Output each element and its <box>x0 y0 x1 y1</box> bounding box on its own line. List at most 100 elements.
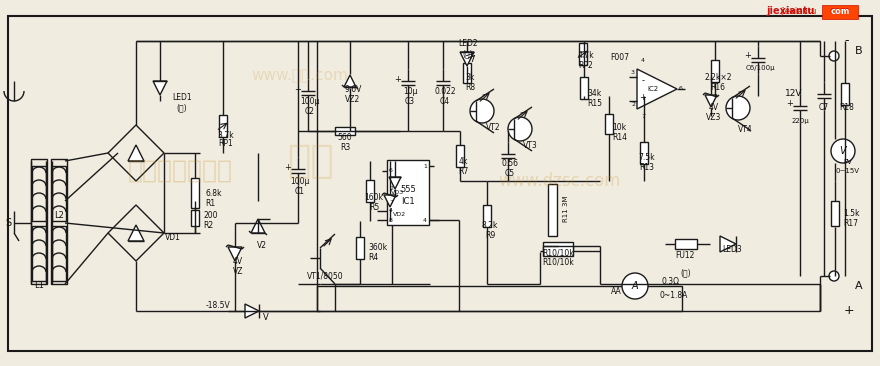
Bar <box>543 242 573 250</box>
Text: VD1: VD1 <box>165 234 181 243</box>
Bar <box>456 145 464 167</box>
Bar <box>366 180 374 202</box>
Text: VT1/8050: VT1/8050 <box>307 272 343 280</box>
Text: 10k: 10k <box>612 123 627 132</box>
Text: 3k: 3k <box>466 74 474 82</box>
Text: jiexiantu: jiexiantu <box>780 7 816 16</box>
Text: +: + <box>394 75 401 83</box>
Text: VD2: VD2 <box>393 212 407 217</box>
Bar <box>356 237 364 259</box>
Circle shape <box>470 99 494 123</box>
Text: 4: 4 <box>423 217 427 223</box>
Text: 160k: 160k <box>364 194 384 202</box>
Text: A: A <box>855 281 862 291</box>
Text: 220μ: 220μ <box>791 118 809 124</box>
Text: 6: 6 <box>389 168 392 173</box>
Text: S: S <box>5 218 11 228</box>
Bar <box>548 184 557 236</box>
Text: FU12: FU12 <box>675 251 694 261</box>
Text: jiexiantu: jiexiantu <box>766 6 814 16</box>
Circle shape <box>726 96 750 120</box>
Text: R14: R14 <box>612 134 627 142</box>
Text: V: V <box>263 314 269 322</box>
Text: R15: R15 <box>587 98 602 108</box>
Text: IC2: IC2 <box>648 86 658 92</box>
Text: +: + <box>844 305 854 317</box>
Text: 7: 7 <box>389 199 393 205</box>
Text: 0~1.8A: 0~1.8A <box>660 291 688 299</box>
Text: -18.5V: -18.5V <box>206 302 231 310</box>
Text: R8: R8 <box>465 83 475 93</box>
Text: 6: 6 <box>679 86 683 92</box>
Text: 0.3Ω: 0.3Ω <box>661 277 679 287</box>
Bar <box>831 201 839 226</box>
Text: R17: R17 <box>843 219 858 228</box>
Text: VT3: VT3 <box>523 142 538 150</box>
Text: 2: 2 <box>631 102 635 108</box>
Polygon shape <box>251 219 265 233</box>
Text: (绿): (绿) <box>681 269 692 277</box>
Text: 10μ: 10μ <box>403 86 417 96</box>
Text: R3: R3 <box>340 143 350 153</box>
Circle shape <box>508 117 532 141</box>
Text: R4: R4 <box>368 254 378 262</box>
Text: C5: C5 <box>505 168 515 178</box>
Text: 555: 555 <box>400 184 416 194</box>
Text: 100μ: 100μ <box>290 178 310 187</box>
Text: 7: 7 <box>641 115 645 120</box>
Text: R5: R5 <box>369 203 379 213</box>
Text: R10/10k: R10/10k <box>542 258 574 266</box>
Polygon shape <box>720 236 736 252</box>
Text: F007: F007 <box>611 53 629 63</box>
Text: 8: 8 <box>389 217 392 223</box>
Text: LED3: LED3 <box>722 244 742 254</box>
Text: 100μ: 100μ <box>300 97 319 105</box>
Text: www.dzsc.com: www.dzsc.com <box>499 172 621 190</box>
Bar <box>579 43 587 65</box>
Text: VZ2: VZ2 <box>345 96 361 105</box>
Text: 0.022: 0.022 <box>434 86 456 96</box>
Text: com: com <box>830 6 850 16</box>
Bar <box>52 166 66 221</box>
Text: -: - <box>642 76 644 86</box>
Text: VD3: VD3 <box>392 190 405 195</box>
Text: C4: C4 <box>440 97 450 105</box>
Polygon shape <box>245 304 259 318</box>
Text: +: + <box>744 52 752 60</box>
Text: R10/10k: R10/10k <box>542 249 574 258</box>
Bar <box>317 286 682 311</box>
Text: 2.2k×2: 2.2k×2 <box>704 74 732 82</box>
Text: 7.5k: 7.5k <box>639 153 656 163</box>
Text: 4.7k: 4.7k <box>577 52 594 60</box>
Text: 4k: 4k <box>458 157 467 165</box>
Polygon shape <box>705 95 717 107</box>
Text: AA: AA <box>612 287 622 295</box>
Text: R13: R13 <box>640 164 655 172</box>
Polygon shape <box>344 75 356 87</box>
Bar <box>543 246 573 256</box>
Polygon shape <box>637 69 677 109</box>
Text: 560: 560 <box>338 134 352 142</box>
Text: 12V: 12V <box>785 90 803 98</box>
Bar <box>31 159 47 284</box>
Text: 9.6V: 9.6V <box>344 86 362 94</box>
Text: 2: 2 <box>389 187 393 191</box>
Bar <box>335 127 355 135</box>
Bar <box>219 115 227 137</box>
Text: 维库电子市场网: 维库电子市场网 <box>128 159 232 183</box>
Circle shape <box>831 139 855 163</box>
Bar <box>483 205 491 227</box>
Text: 4: 4 <box>641 59 645 63</box>
Text: V: V <box>840 146 847 156</box>
Bar <box>51 159 67 284</box>
Text: +: + <box>284 163 291 172</box>
Bar <box>711 60 719 82</box>
Text: R11 3M: R11 3M <box>563 196 569 222</box>
Text: 34k: 34k <box>587 89 601 97</box>
Text: +: + <box>787 100 794 108</box>
Polygon shape <box>128 145 144 161</box>
Bar <box>463 63 471 83</box>
Bar <box>32 166 46 221</box>
Text: 杆将: 杆将 <box>287 142 334 180</box>
Text: V2: V2 <box>257 242 267 250</box>
